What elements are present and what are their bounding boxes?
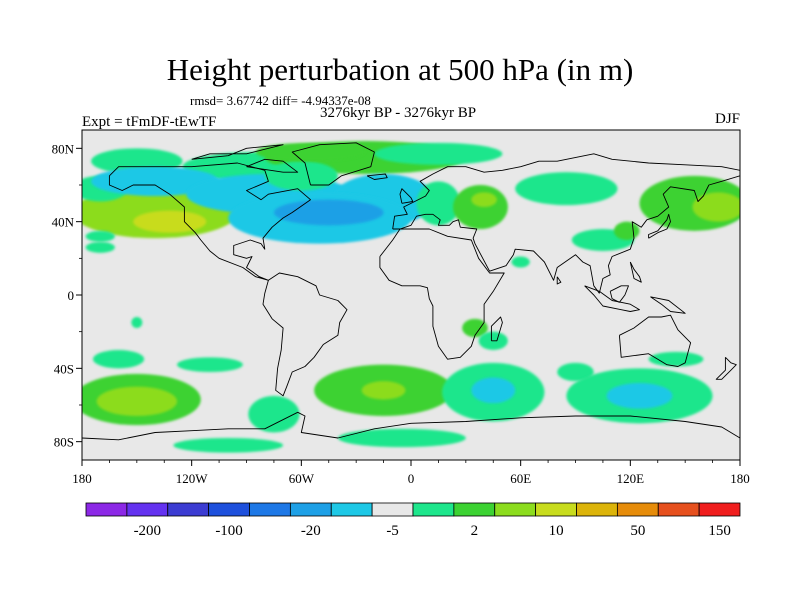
legend-swatch — [371, 502, 414, 517]
legend-swatch — [249, 502, 291, 517]
x-tick-label: 0 — [408, 471, 415, 486]
color-legend: -200 -100 -20 -5 2 10 50 150 — [85, 502, 741, 539]
coastline-madagascar — [490, 316, 503, 342]
x-tick-label: 120W — [176, 471, 209, 486]
coastline-arctic-islands — [191, 144, 284, 160]
anomaly-region-22 — [85, 241, 115, 253]
anomaly-region-16 — [515, 172, 618, 206]
coastline-uk — [399, 188, 414, 204]
coastline-eurasia — [392, 153, 740, 294]
x-tick-label: 180 — [730, 471, 750, 486]
anomaly-region-21 — [692, 192, 740, 222]
legend-label: 2 — [471, 523, 479, 539]
anomaly-region-2 — [85, 230, 115, 242]
legend-label: 10 — [549, 523, 564, 539]
anomaly-region-1 — [133, 210, 207, 233]
y-tick-label: 80N — [52, 141, 75, 156]
anomaly-region-34 — [471, 377, 516, 404]
coastline-japan — [648, 213, 671, 239]
period-text: 3276kyr BP - 3276kyr BP — [320, 105, 477, 121]
legend-swatch — [289, 502, 332, 517]
coastline-africa — [379, 228, 505, 360]
anomaly-region-8 — [91, 166, 220, 196]
coastline-north-america — [108, 162, 311, 281]
coastline-indonesia — [584, 285, 640, 312]
anomaly-region-26 — [177, 357, 243, 372]
anomaly-contours — [82, 141, 740, 453]
coastline-new-guinea — [650, 296, 686, 314]
coastline-south-america — [262, 272, 348, 397]
anomaly-region-23 — [92, 350, 145, 369]
x-tick-label: 60W — [289, 471, 315, 486]
x-tick-label: 120E — [617, 471, 645, 486]
legend-label: -200 — [134, 523, 162, 539]
legend-label: -20 — [301, 523, 321, 539]
chart-title: Height perturbation at 500 hPa (in m) — [166, 52, 634, 87]
legend-swatch — [535, 502, 577, 517]
anomaly-region-30 — [361, 381, 406, 400]
legend-swatch — [698, 502, 741, 517]
coastline-philippines — [629, 261, 642, 283]
anomaly-region-15 — [471, 192, 497, 208]
anomaly-region-41 — [264, 161, 338, 191]
legend-label: -100 — [215, 523, 243, 539]
coastline-new-zealand — [715, 356, 737, 380]
coastline-sri-lanka — [556, 276, 562, 285]
anomaly-region-27 — [131, 317, 143, 328]
anomaly-region-40 — [173, 438, 284, 453]
legend-swatch — [85, 502, 128, 517]
legend-label: 150 — [708, 523, 731, 539]
anomaly-region-31 — [462, 318, 488, 338]
legend-swatch — [576, 502, 618, 517]
y-tick-label: 40N — [52, 215, 75, 230]
coastline-baffin — [246, 158, 299, 173]
legend-swatch — [616, 502, 659, 517]
anomaly-region-14 — [453, 185, 508, 229]
legend-swatch — [167, 502, 210, 517]
anomaly-region-28 — [248, 395, 300, 433]
season-label: DJF — [714, 111, 740, 127]
anomaly-region-42 — [255, 142, 366, 162]
anomaly-region-18 — [613, 221, 640, 240]
anomaly-region-35 — [557, 362, 594, 382]
stats-text: rmsd= 3.67742 diff= -4.94337e-08 — [190, 93, 371, 108]
legend-swatch — [126, 502, 169, 517]
legend-swatch — [330, 502, 373, 517]
x-tick-label: 180 — [72, 471, 92, 486]
anomaly-region-12 — [273, 199, 384, 226]
y-tick-label: 40S — [54, 361, 74, 376]
legend-swatch — [208, 502, 250, 517]
legend-swatch — [494, 502, 537, 517]
legend-label: 50 — [630, 523, 645, 539]
coastlines — [82, 142, 740, 441]
y-tick-label: 80S — [54, 435, 74, 450]
y-tick-label: 0 — [68, 288, 75, 303]
anomaly-region-37 — [606, 383, 673, 409]
anomaly-region-19 — [511, 256, 530, 268]
anomaly-region-6 — [374, 142, 503, 165]
anomaly-region-25 — [96, 386, 178, 417]
legend-label: -5 — [386, 523, 399, 539]
legend-swatch — [657, 502, 700, 517]
coastline-iceland — [366, 173, 388, 180]
legend-swatch — [453, 502, 496, 517]
coastline-borneo — [609, 285, 629, 303]
x-tick-label: 60E — [510, 471, 531, 486]
legend-swatch — [412, 502, 455, 517]
coastline-antarctica — [82, 411, 740, 441]
anomaly-region-38 — [648, 351, 704, 367]
axis-ticks: 180 120W 60W 0 60E 120E 180 80N 40N 0 40S 80S — [52, 141, 750, 486]
coastline-greenland — [291, 142, 375, 186]
coastline-australia — [618, 314, 692, 367]
experiment-label: Expt = tFmDF-tEwTF — [82, 114, 217, 130]
anomaly-region-39 — [337, 428, 466, 448]
